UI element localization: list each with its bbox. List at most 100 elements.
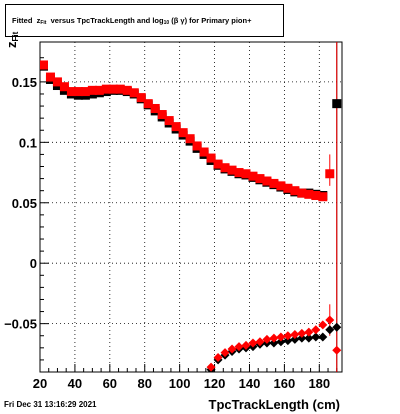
data-point-square [325, 169, 335, 179]
data-point-square [87, 85, 97, 95]
data-point-square [45, 72, 55, 82]
data-point-diamond [325, 315, 335, 325]
y-tick-label: 0.1 [19, 135, 37, 150]
data-point-square [269, 178, 279, 188]
data-point-diamond [304, 327, 314, 337]
x-tick-label: 120 [204, 376, 226, 391]
data-point-square [129, 88, 139, 98]
data-point-square [122, 85, 132, 95]
tick-labels: 20 40 60 80 100 120 140 160 180 −0.05 0 0.05 0.1 0.15 [4, 75, 330, 391]
title-mid: versus TpcTrackLength and log [50, 16, 164, 25]
timestamp: Fri Dec 31 13:16:29 2021 [4, 400, 97, 409]
title-post: (β γ) for Primary pion+ [171, 16, 252, 25]
y-axis-label-sub: Fit [11, 31, 20, 42]
data-point-diamond [283, 336, 293, 346]
title-var: z [36, 16, 41, 25]
data-point-square [290, 186, 300, 196]
data-point-square [40, 60, 48, 70]
x-axis-label: TpcTrackLength (cm) [208, 397, 340, 412]
data-point-diamond [276, 337, 286, 347]
data-point-square [94, 85, 104, 95]
title-log-sub: 10 [163, 19, 170, 26]
data-point-square [241, 169, 251, 179]
data-point-square [192, 141, 202, 151]
data-point-square [276, 181, 286, 191]
data-point-square [80, 87, 90, 97]
data-point-square [199, 147, 209, 157]
title-var-sub: Fit [40, 19, 47, 26]
data-point-square [157, 110, 167, 120]
data-point-square [171, 122, 181, 132]
data-point-diamond [325, 325, 335, 335]
data-point-diamond [318, 332, 328, 342]
data-point-diamond [206, 362, 216, 372]
data-point-square [234, 168, 244, 178]
plot-title: Fitted z Fit versus TpcTrackLength and lo… [5, 4, 284, 37]
plot-frame [39, 41, 343, 373]
data-point-diamond [213, 352, 223, 362]
data-point-diamond [269, 338, 279, 348]
data-point-diamond [311, 325, 321, 335]
data-point-diamond [248, 338, 258, 348]
data-point-square [311, 191, 321, 201]
data-point-square [332, 99, 342, 109]
data-point-diamond [290, 330, 300, 340]
y-tick-label: −0.05 [4, 317, 37, 332]
data-point-square [59, 82, 69, 92]
x-tick-label: 60 [103, 376, 117, 391]
data-point-square [143, 99, 153, 109]
data-point-square [101, 84, 111, 94]
data-point-square [66, 87, 76, 97]
x-tick-label: 140 [239, 376, 261, 391]
data-point-square [136, 93, 146, 103]
x-tick-label: 80 [138, 376, 152, 391]
data-point-square [73, 87, 83, 97]
data-point-square [318, 192, 328, 202]
data-point-square [248, 171, 258, 181]
x-tick-label: 40 [68, 376, 82, 391]
data-point-diamond [304, 333, 314, 343]
y-tick-label: 0 [30, 256, 37, 271]
data-point-diamond [290, 334, 300, 344]
data-point-diamond [220, 348, 230, 358]
data-point-diamond [234, 342, 244, 352]
data-point-diamond [332, 322, 342, 332]
data-point-diamond [276, 332, 286, 342]
data-point-diamond [241, 340, 251, 350]
data-point-square [206, 153, 216, 163]
data-point-square [297, 188, 307, 198]
data-point-diamond [262, 334, 272, 344]
x-tick-label: 20 [33, 376, 47, 391]
data-point-square [220, 163, 230, 173]
data-point-square [227, 165, 237, 175]
data-point-square [150, 103, 160, 113]
data-point-square [164, 116, 174, 126]
data-point-square [115, 84, 125, 94]
data-point-square [178, 128, 188, 138]
data-point-diamond [283, 331, 293, 341]
data-marks [40, 60, 342, 372]
y-tick-label: 0.05 [12, 196, 37, 211]
data-point-diamond [311, 332, 321, 342]
data-point-diamond [318, 320, 328, 330]
data-point-square [255, 174, 265, 184]
data-point-square [262, 176, 272, 186]
y-axis-label: zFit [4, 31, 20, 49]
x-tick-label: 160 [274, 376, 296, 391]
data-point-diamond [255, 337, 265, 347]
x-tick-label: 100 [169, 376, 191, 391]
data-point-square [304, 189, 314, 199]
title-pre: Fitted [12, 16, 33, 25]
data-point-square [52, 77, 62, 87]
y-axis-label-var: z [4, 41, 19, 49]
y-tick-label: 0.15 [12, 75, 37, 90]
data-point-diamond [269, 333, 279, 343]
data-point-square [185, 134, 195, 144]
data-point-square [213, 159, 223, 169]
data-point-diamond [297, 328, 307, 338]
data-point-diamond [227, 344, 237, 354]
x-tick-label: 180 [308, 376, 330, 391]
axes [39, 41, 343, 373]
data-point-diamond [297, 333, 307, 343]
